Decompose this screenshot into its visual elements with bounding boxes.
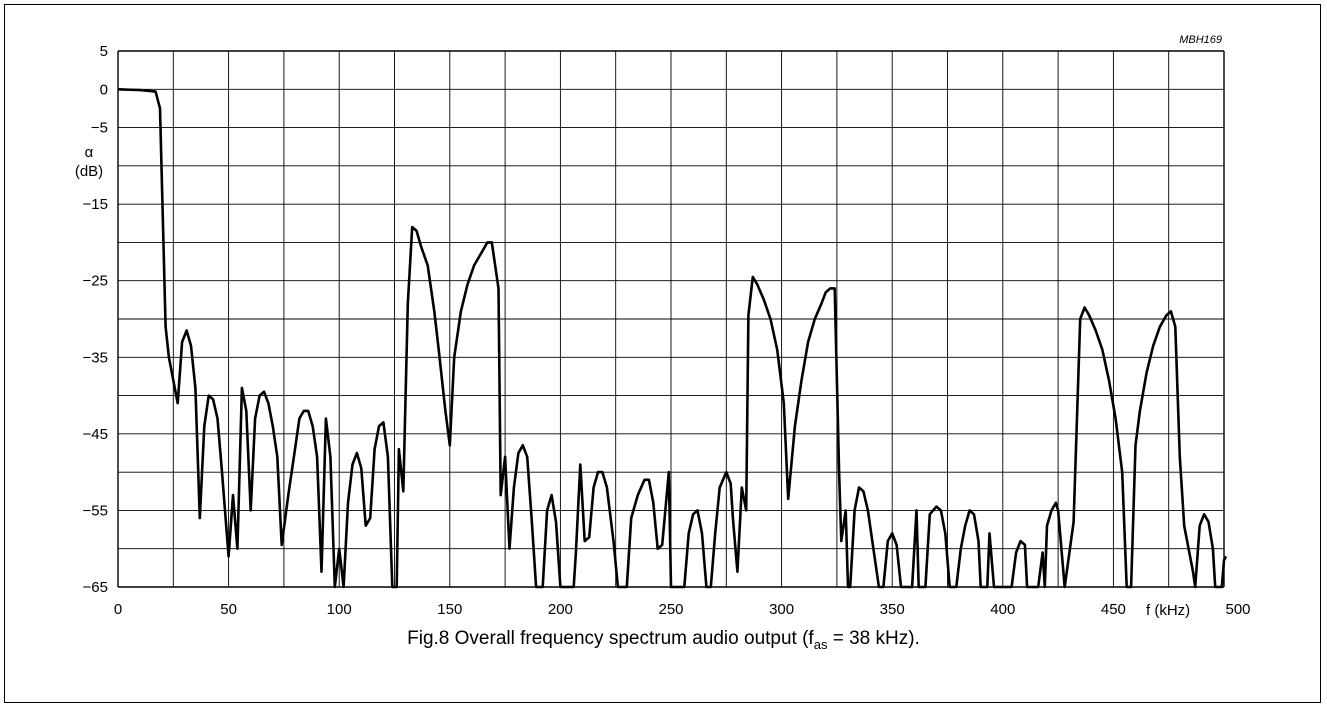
y-axis-unit: (dB) xyxy=(75,163,103,180)
series-line xyxy=(117,88,1228,589)
x-tick-label: 300 xyxy=(769,601,794,618)
x-tick-label: 250 xyxy=(658,601,683,618)
y-tick-label: −15 xyxy=(83,196,108,213)
caption-subscript: as xyxy=(813,636,828,652)
figure-reference: MBH169 xyxy=(1179,34,1222,46)
x-tick-label: 0 xyxy=(114,601,122,618)
x-tick-label: 400 xyxy=(990,601,1015,618)
y-tick-label: −45 xyxy=(83,426,108,443)
y-axis-symbol: α xyxy=(85,144,94,161)
x-axis-ticks: 0 50 100 150 200 250 300 350 400 450 500 xyxy=(114,601,1251,618)
y-tick-label: 5 xyxy=(100,43,108,60)
figure-frame xyxy=(4,4,1321,703)
x-tick-label: 200 xyxy=(548,601,573,618)
x-axis-label: f (kHz) xyxy=(1146,602,1190,619)
x-tick-label: 100 xyxy=(327,601,352,618)
y-tick-label: −35 xyxy=(83,349,108,366)
y-axis-ticks: 5 0 −5 −15 −25 −35 −45 −55 −65 xyxy=(83,43,108,596)
y-tick-label: −25 xyxy=(83,273,108,290)
x-tick-label: 500 xyxy=(1225,601,1250,618)
x-tick-label: 150 xyxy=(437,601,462,618)
figure-caption: Fig.8 Overall frequency spectrum audio o… xyxy=(0,628,1327,652)
y-tick-label: −55 xyxy=(83,502,108,519)
y-tick-label: 0 xyxy=(100,81,108,98)
x-tick-label: 450 xyxy=(1101,601,1126,618)
y-tick-label: −65 xyxy=(83,579,108,596)
x-tick-label: 50 xyxy=(220,601,237,618)
x-tick-label: 350 xyxy=(880,601,905,618)
caption-suffix: = 38 kHz). xyxy=(827,628,920,649)
caption-text: Fig.8 Overall frequency spectrum audio o… xyxy=(407,628,814,649)
y-tick-label: −5 xyxy=(91,120,108,137)
